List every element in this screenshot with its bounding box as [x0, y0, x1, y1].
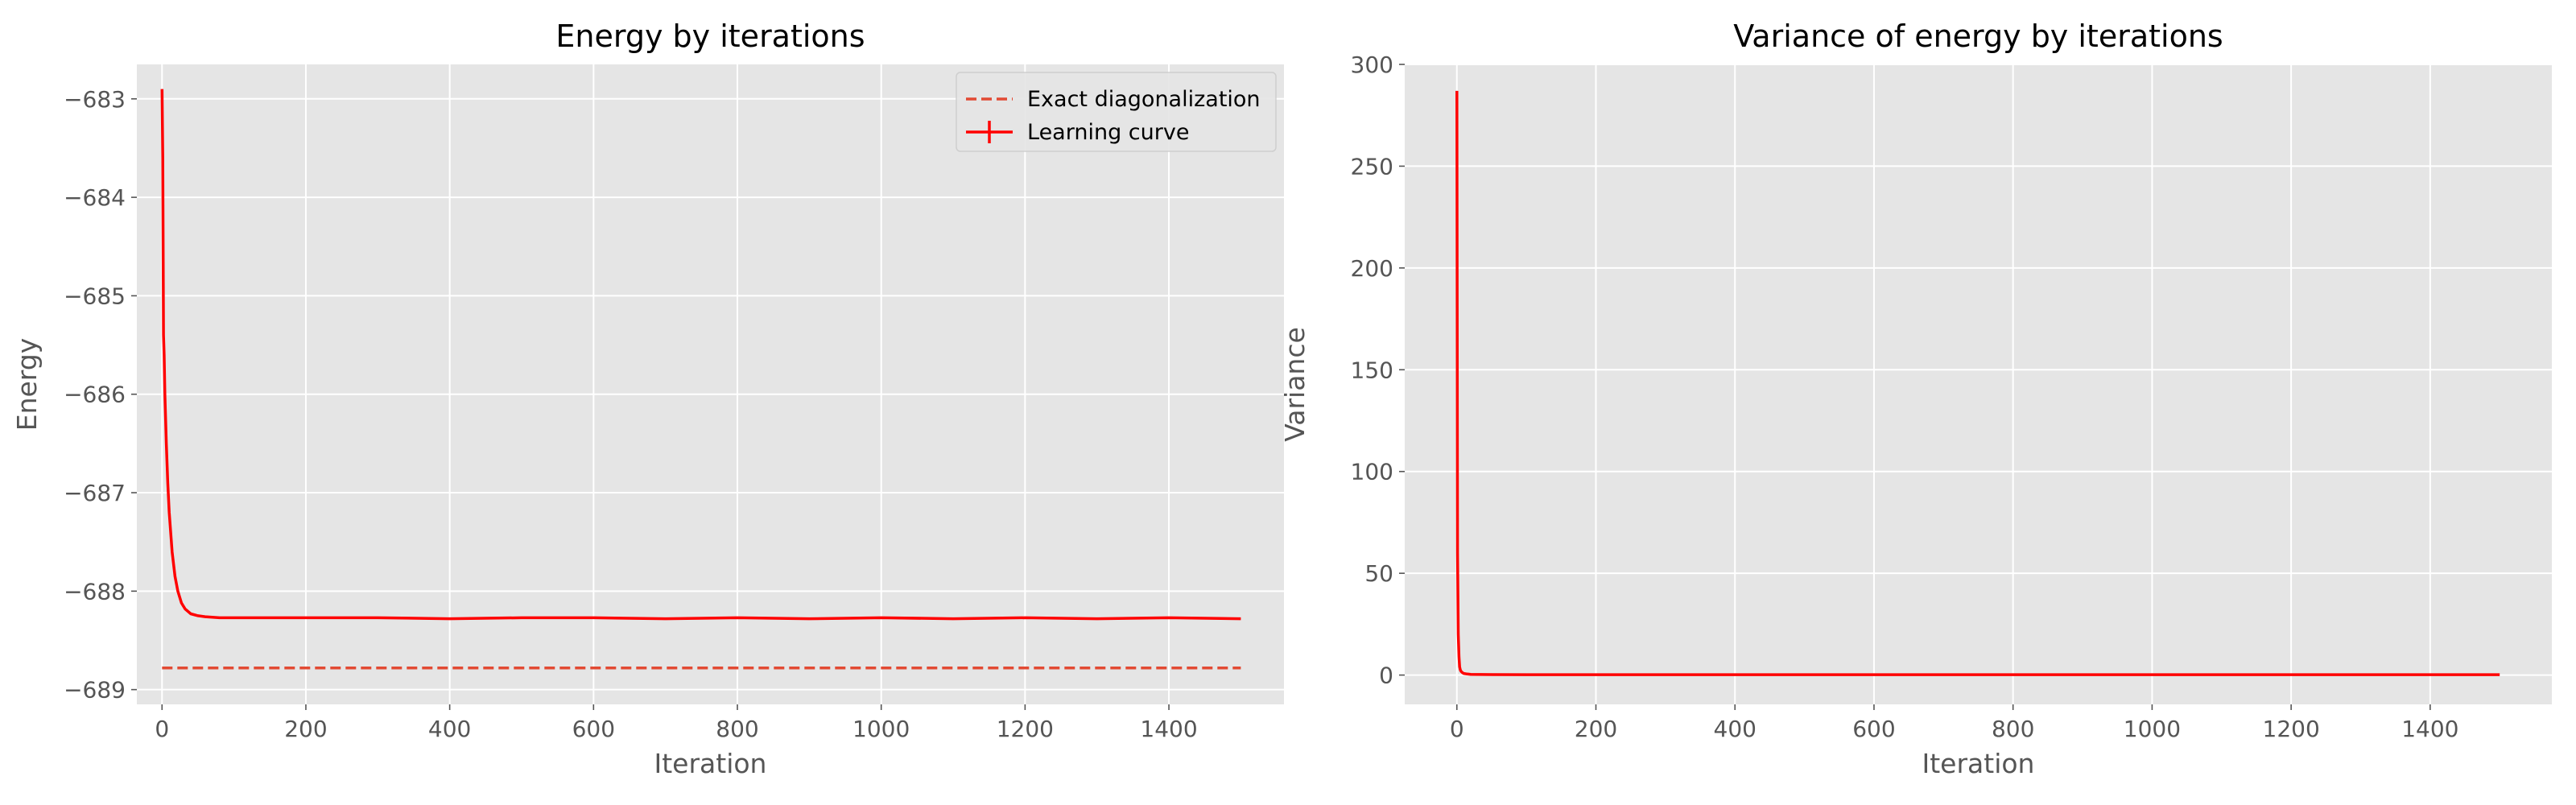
- energy-y-tick-label: −684: [64, 184, 126, 211]
- energy-legend-label: Learning curve: [1027, 120, 1189, 145]
- energy-chart-panel: 0 200 400 600 800 1000 1200 1400 −689 −688 −687 −68…: [11, 19, 1284, 779]
- variance-y-tick-label: 100: [1351, 459, 1393, 485]
- variance-y-tick-label: 0: [1379, 663, 1393, 689]
- variance-x-tick-label: 1400: [2401, 716, 2458, 742]
- variance-x-tick-label: 1000: [2124, 716, 2181, 742]
- variance-y-tick-label: 150: [1351, 357, 1393, 383]
- variance-y-tick-label: 50: [1364, 560, 1393, 587]
- energy-x-axis-label: Iteration: [654, 748, 767, 779]
- energy-y-tick-label: −687: [64, 480, 126, 506]
- variance-chart-panel: 0 200 400 600 800 1000 1200 1400 0 50 100 150 200 250…: [1279, 19, 2552, 779]
- energy-series-learning-curve: [160, 89, 1241, 621]
- energy-x-tick-label: 1400: [1140, 716, 1197, 742]
- variance-x-axis-label: Iteration: [1922, 748, 2035, 779]
- energy-y-tick-label: −686: [64, 382, 126, 408]
- variance-x-tick-label: 800: [1992, 716, 2034, 742]
- energy-x-tick-label: 0: [155, 716, 169, 742]
- variance-y-tick-label: 250: [1351, 153, 1393, 180]
- variance-x-tick-label: 400: [1714, 716, 1757, 742]
- energy-chart-title: Energy by iterations: [555, 19, 865, 54]
- energy-y-tick-label: −685: [64, 283, 126, 309]
- energy-x-tick-label: 600: [572, 716, 615, 742]
- energy-x-tick-label: 1000: [852, 716, 910, 742]
- variance-y-tick-label: 200: [1351, 255, 1393, 282]
- variance-x-tick-label: 0: [1450, 716, 1464, 742]
- variance-y-tick-label: 300: [1351, 52, 1393, 78]
- energy-plot-area: [137, 64, 1284, 704]
- variance-x-tick-label: 200: [1575, 716, 1617, 742]
- variance-x-tick-label: 1200: [2263, 716, 2320, 742]
- energy-x-tick-label: 800: [716, 716, 758, 742]
- energy-y-tick-label: −689: [64, 677, 126, 704]
- energy-y-axis-label: Energy: [11, 338, 43, 431]
- energy-x-tick-label: 200: [284, 716, 327, 742]
- energy-y-tick-label: −683: [64, 86, 126, 113]
- variance-plot-area: [1405, 64, 2552, 704]
- energy-y-tick-label: −688: [64, 578, 126, 605]
- energy-x-tick-label: 400: [428, 716, 471, 742]
- variance-chart-title: Variance of energy by iterations: [1733, 19, 2223, 54]
- energy-legend-box: [956, 72, 1277, 152]
- variance-y-axis-label: Variance: [1279, 327, 1311, 442]
- variance-series-variance-curve: [1455, 90, 2500, 676]
- energy-x-tick-label: 1200: [997, 716, 1054, 742]
- variance-x-tick-label: 600: [1852, 716, 1895, 742]
- energy-legend-label: Exact diagonalization: [1027, 87, 1261, 112]
